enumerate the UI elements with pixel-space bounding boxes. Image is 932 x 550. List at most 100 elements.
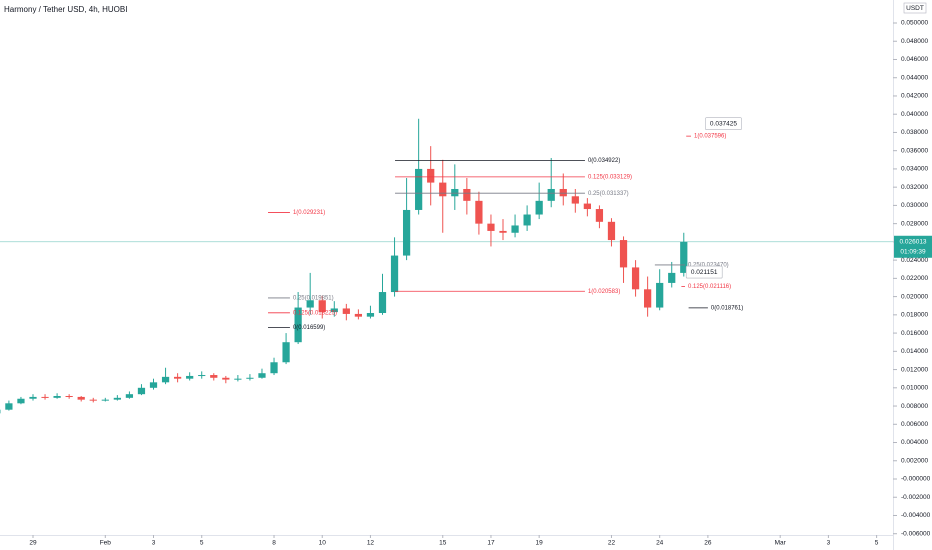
candle-body xyxy=(210,375,218,378)
candle-body xyxy=(222,377,230,380)
candle-body xyxy=(535,200,543,215)
y-tick-label: 0.040000 xyxy=(901,111,928,118)
candle-body xyxy=(125,394,134,398)
candle-body xyxy=(463,188,471,201)
candle-body xyxy=(451,188,459,197)
price-note-label: 0.037425 xyxy=(710,120,737,127)
candle-body xyxy=(330,308,338,313)
x-tick-label: 12 xyxy=(367,540,375,547)
fib-level-label: 0.25(0.019851) xyxy=(293,296,334,302)
candle-body xyxy=(77,396,85,400)
candle-body xyxy=(318,300,326,313)
candle-body xyxy=(559,188,567,197)
countdown-label: 01:09:39 xyxy=(900,248,926,255)
candle-body xyxy=(511,225,519,233)
y-tick-label: 0.022000 xyxy=(901,275,928,282)
candle-body xyxy=(583,203,591,210)
candle-body xyxy=(65,396,73,398)
candle-body xyxy=(595,209,604,222)
x-tick-label: 8 xyxy=(272,540,276,547)
last-price-box xyxy=(894,235,932,258)
candle-body xyxy=(101,399,109,401)
currency-badge xyxy=(903,2,927,14)
y-tick-label: 0.036000 xyxy=(901,147,928,154)
currency-label: USDT xyxy=(906,5,924,12)
candle-body xyxy=(354,313,363,317)
candle-body xyxy=(644,289,652,308)
y-tick-label: 0.008000 xyxy=(901,403,928,410)
x-tick-label: 5 xyxy=(200,540,204,547)
candle-body xyxy=(186,375,194,379)
x-tick-label: Feb xyxy=(100,540,112,547)
price-note-label: 0.021151 xyxy=(691,269,718,276)
x-tick-label: 3 xyxy=(827,540,831,547)
candle-body xyxy=(17,398,25,404)
y-tick-label: 0.018000 xyxy=(901,312,928,319)
candle-body xyxy=(656,282,664,308)
fib-level-label: 1(0.020583) xyxy=(588,289,620,295)
y-tick-label: -0.004000 xyxy=(901,512,931,519)
y-tick-label: -0.006000 xyxy=(901,530,931,537)
fib-level-label: 0.25(0.031337) xyxy=(588,191,629,197)
y-tick-label: 0.012000 xyxy=(901,366,928,373)
price-note-box xyxy=(705,117,742,130)
fib-level-label: 1(0.029231) xyxy=(293,210,325,216)
fib-level-label: 0(0.018761) xyxy=(711,305,743,311)
x-tick-label: 10 xyxy=(319,540,327,547)
y-tick-label: 0.042000 xyxy=(901,93,928,100)
candle-body xyxy=(366,313,375,317)
candle-body xyxy=(258,373,266,378)
candle-body xyxy=(246,377,254,379)
x-tick-label: 26 xyxy=(704,540,712,547)
candle-body xyxy=(89,399,97,401)
candle-body xyxy=(475,200,483,224)
y-tick-label: 0.024000 xyxy=(901,257,928,264)
y-tick-label: 0.034000 xyxy=(901,166,928,173)
x-tick-label: 15 xyxy=(439,540,447,547)
x-tick-label: 3 xyxy=(152,540,156,547)
x-tick-label: 29 xyxy=(29,540,37,547)
x-tick-label: 22 xyxy=(608,540,616,547)
y-tick-label: 0.050000 xyxy=(901,20,928,27)
x-tick-label: Mar xyxy=(775,540,787,547)
candle-body xyxy=(523,214,531,226)
y-tick-label: 0.032000 xyxy=(901,184,928,191)
candle-body xyxy=(402,209,411,256)
x-tick-label: 17 xyxy=(487,540,495,547)
candle-body xyxy=(270,362,278,374)
y-tick-label: 0.048000 xyxy=(901,38,928,45)
x-tick-label: 19 xyxy=(536,540,544,547)
candle-body xyxy=(306,300,314,308)
candle-body xyxy=(668,272,676,283)
fib-level-label: 0(0.016599) xyxy=(293,325,325,331)
candle-body xyxy=(113,397,121,400)
x-tick-label: 24 xyxy=(656,540,664,547)
candle-body xyxy=(161,376,170,383)
candle-body xyxy=(619,240,628,268)
candle-body xyxy=(631,267,640,290)
y-tick-label: -0.000000 xyxy=(901,476,931,483)
y-tick-label: 0.044000 xyxy=(901,74,928,81)
candle-body xyxy=(390,255,399,293)
candle-body xyxy=(198,375,206,377)
price-note-box xyxy=(685,265,723,279)
candle-body xyxy=(680,241,688,273)
candle-body xyxy=(547,188,555,201)
last-price-label: 0.026013 xyxy=(899,238,926,245)
candle-body xyxy=(234,378,242,380)
candle-body xyxy=(427,168,435,183)
candle-body xyxy=(571,196,579,204)
candle-body xyxy=(294,307,302,343)
candle-body xyxy=(499,230,507,233)
fib-level-label: 0.125(0.021116) xyxy=(688,284,731,290)
candle-body xyxy=(41,396,49,398)
candle-body xyxy=(378,292,387,314)
y-tick-label: 0.006000 xyxy=(901,421,928,428)
y-tick-label: 0.014000 xyxy=(901,348,928,355)
y-tick-label: 0.046000 xyxy=(901,56,928,63)
candle-body xyxy=(149,382,158,388)
candle-body xyxy=(415,168,423,210)
